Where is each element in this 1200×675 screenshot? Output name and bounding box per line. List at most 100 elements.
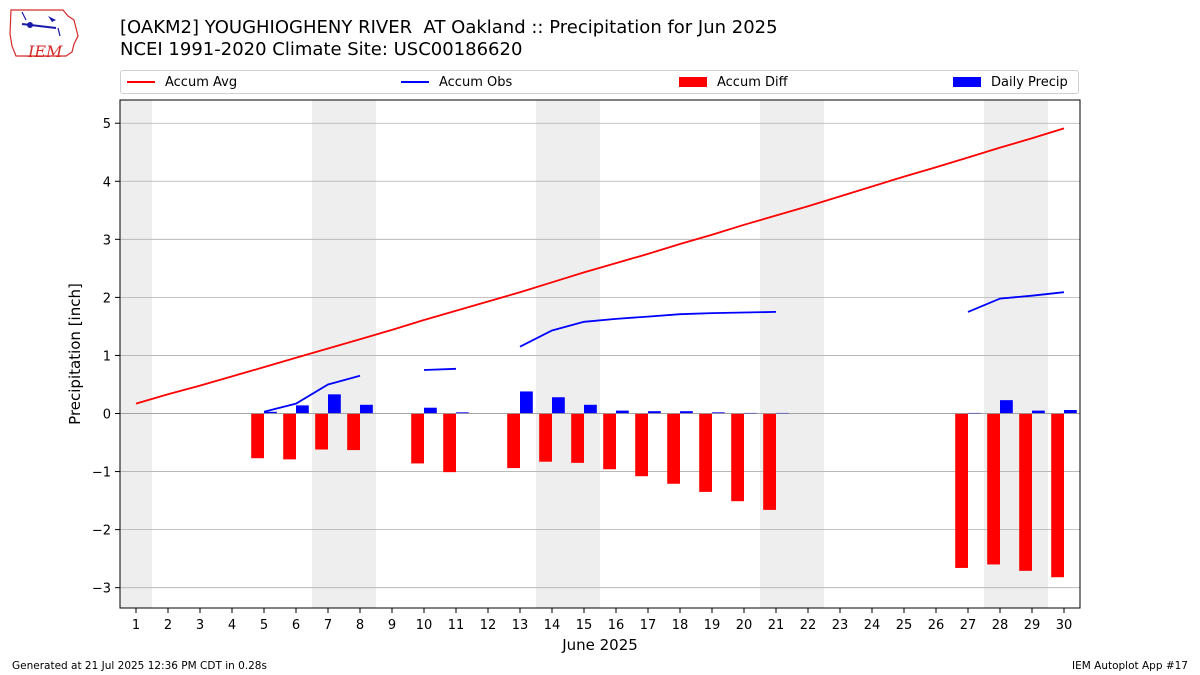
x-tick-label: 8 [356,618,364,633]
chart-legend: Accum Avg Accum Obs Accum Diff Daily Pre… [120,70,1079,94]
x-axis-label: June 2025 [561,636,638,654]
accum-diff-bar [667,413,680,484]
y-tick-label: −3 [92,582,111,597]
accum-obs-line [967,291,1065,313]
y-axis-label: Precipitation [inch] [66,283,84,425]
accum-diff-bar [507,413,520,469]
daily-precip-bar [520,391,533,414]
daily-precip-bar [328,394,341,414]
x-tick-label: 21 [768,618,785,633]
y-tick-label: 0 [103,408,111,423]
accum-diff-bar [635,413,648,477]
accum-diff-bar [251,413,264,459]
footer-app: IEM Autoplot App #17 [1072,660,1188,672]
x-tick-label: 6 [292,618,300,633]
plot-frame [119,99,1081,609]
accum-diff-bar [443,413,456,473]
daily-precip-bar [1032,410,1045,414]
title-line2: NCEI 1991-2020 Climate Site: USC00186620 [120,39,523,60]
daily-precip-bar [1000,400,1013,414]
daily-precip-bar [264,411,277,414]
y-tick-label: 3 [103,233,111,248]
accum-obs-line [263,374,361,413]
iem-logo: IEM [8,6,80,61]
x-tick-label: 12 [480,618,497,633]
daily-precip-bar [296,405,309,414]
x-tick-label: 17 [640,618,657,633]
daily-precip-bar [648,411,661,414]
weekend-shade-2 [536,100,600,608]
iowa-map-icon [9,9,79,57]
y-tick-label: −1 [92,466,111,481]
x-tick-label: 7 [324,618,332,633]
legend-label-accum-obs: Accum Obs [439,74,513,90]
x-tick-label: 2 [164,618,172,633]
y-tick-label: −2 [92,524,111,539]
y-tick-label: 5 [103,117,111,132]
x-tick-label: 13 [512,618,529,633]
y-tick-label: 1 [103,349,111,364]
x-tick-label: 28 [992,618,1009,633]
accum-diff-bar [1051,413,1064,578]
y-axis-ticks: −3 −2 −1 0 1 2 3 4 5 [92,117,120,597]
x-tick-label: 27 [960,618,977,633]
x-tick-label: 20 [736,618,753,633]
legend-accum-avg: Accum Avg [127,71,237,93]
x-tick-label: 1 [132,618,140,633]
accum-diff-bar [315,413,328,450]
x-tick-label: 29 [1024,618,1041,633]
x-tick-label: 11 [448,618,465,633]
accum-diff-bar [763,413,776,510]
x-tick-label: 22 [800,618,817,633]
legend-daily-precip: Daily Precip [953,71,1068,93]
title-line1: [OAKM2] YOUGHIOGHENY RIVER AT Oakland ::… [120,17,778,38]
x-tick-label: 23 [832,618,849,633]
accum-diff-bar [987,413,1000,565]
legend-label-daily-precip: Daily Precip [991,74,1068,90]
x-tick-label: 18 [672,618,689,633]
accum-diff-bar [955,413,968,568]
daily-precip-bar [424,407,437,414]
accum-avg-line [135,127,1065,405]
x-tick-label: 5 [260,618,268,633]
x-tick-label: 10 [416,618,433,633]
footer-generated: Generated at 21 Jul 2025 12:36 PM CDT in… [12,660,267,672]
x-tick-label: 4 [228,618,236,633]
accum-diff-bar [283,413,296,460]
legend-label-accum-avg: Accum Avg [165,74,238,90]
daily-precip-bar [616,410,629,414]
legend-label-accum-diff: Accum Diff [717,74,788,90]
weekend-shade-0 [120,100,152,608]
x-axis-ticks: 1 2 3 4 5 6 7 8 9 10 11 12 13 14 15 16 17 18 19 20 21 22 23 24 2… [132,608,1072,633]
daily-precip-bar [360,404,373,414]
x-tick-label: 19 [704,618,721,633]
accum-diff-bar [539,413,552,462]
x-tick-label: 25 [896,618,913,633]
accum-diff-bar [603,413,616,470]
accum-diff-bar [411,413,424,464]
legend-accum-diff: Accum Diff [679,71,788,93]
daily-precip-bar [712,412,725,414]
logo-text: IEM [28,42,63,61]
x-tick-label: 9 [388,618,396,633]
x-tick-label: 14 [544,618,561,633]
x-tick-label: 26 [928,618,945,633]
accum-diff-bar [347,413,360,451]
daily-precip-bar [456,412,469,414]
weekend-shading [120,100,1048,608]
weekend-shade-1 [312,100,376,608]
daily-precip-bar [552,397,565,414]
legend-accum-obs: Accum Obs [401,71,512,93]
legend-swatch-accum-diff [679,77,707,87]
weekend-shade-3 [760,100,824,608]
daily-precip-bar [680,411,693,414]
x-tick-label: 24 [864,618,881,633]
legend-swatch-accum-obs [401,81,429,83]
daily-precip-bar [584,404,597,414]
chart-title: [OAKM2] YOUGHIOGHENY RIVER AT Oakland ::… [120,17,778,61]
bar-series [120,391,1080,578]
y-tick-label: 2 [103,291,111,306]
line-series [135,127,1065,413]
legend-swatch-daily-precip [953,77,981,87]
